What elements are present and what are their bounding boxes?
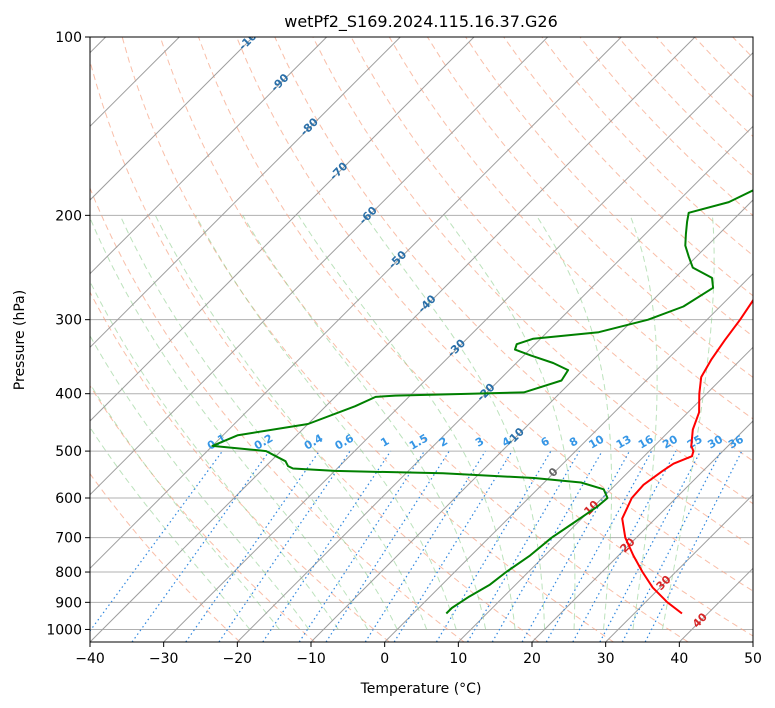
moist-adiabat-line [242,215,487,630]
dewpoint-profile-line [211,189,753,615]
dry-adiabat-line [159,37,689,642]
dry-adiabat-line [90,384,316,642]
dry-adiabat-line [90,291,390,642]
moist-adiabat-line [444,215,576,630]
dry-adiabat-line [350,37,753,462]
dry-adiabat-line [90,472,241,642]
temperature-profile-line [621,298,753,615]
dry-adiabat-line [90,59,540,642]
mixing-ratio-line [298,450,425,642]
mixing-ratio-line [521,450,631,642]
moist-adiabat-line [90,382,280,630]
dry-adiabat-line [388,37,753,420]
moist-adiabat-line [90,334,310,630]
dry-adiabat-line [465,37,753,338]
dry-adiabat-line [503,37,753,297]
mixing-ratio-line [131,450,270,642]
x-tick-label: 20 [523,651,541,667]
dry-adiabat-line [274,37,753,548]
x-tick-label: 10 [449,651,467,667]
isotherm-line [90,37,328,275]
dry-adiabat-line [312,37,753,505]
moist-adiabat-line [195,215,457,630]
isotherm-line [90,37,549,496]
plot-frame [89,36,754,643]
moist-adiabat-line [90,280,339,630]
x-tick-label: 0 [380,651,389,667]
y-tick-label: 700 [55,531,82,547]
x-tick-label: −40 [75,651,105,667]
dry-adiabat-line [236,37,753,592]
mixing-ratio-line [435,450,552,642]
mixing-ratio-line [393,450,513,642]
isotherm-line [90,37,475,422]
isotherm-line [384,272,753,642]
y-tick-label: 300 [55,313,82,329]
isotherm-line [457,346,753,642]
mixing-ratio-line [466,450,580,642]
dry-adiabat-line [121,37,614,642]
x-tick-label: −30 [149,651,179,667]
y-tick-label: 200 [55,208,82,224]
isotherm-line [90,37,401,349]
mixing-ratio-line [491,450,603,642]
moist-adiabat-line [297,215,516,630]
y-tick-label: 800 [55,565,82,581]
y-tick-label: 100 [55,30,82,46]
y-tick-label: 600 [55,491,82,507]
y-tick-label: 1000 [46,622,82,638]
mixing-ratio-line [325,450,450,642]
isotherm-line [163,51,753,642]
mixing-ratio-line [364,450,486,642]
mixing-ratio-line [572,450,677,642]
isotherm-line [310,199,753,642]
isotherm-line [90,37,254,201]
y-tick-label: 400 [55,387,82,403]
isotherm-line [605,493,753,642]
dry-adiabat-line [426,37,753,378]
moist-adiabat-line [661,215,715,630]
x-tick-label: 50 [744,651,762,667]
isotherm-line [236,125,753,642]
moist-adiabat-line [154,215,428,630]
moist-adiabat-line [90,216,369,630]
y-axis-label: Pressure (hPa) [12,290,28,390]
x-tick-label: 30 [597,651,615,667]
mixing-ratio-line [545,450,653,642]
chart-title: wetPf2_S169.2024.115.16.37.G26 [284,12,558,32]
isotherm-line [90,37,622,570]
x-axis-label: Temperature (°C) [360,681,482,697]
isotherm-line [90,37,696,642]
y-tick-label: 900 [55,595,82,611]
y-tick-label: 500 [55,444,82,460]
x-tick-label: −20 [223,651,253,667]
moist-adiabat-line [535,215,613,630]
x-tick-label: 40 [670,651,688,667]
moist-adiabat-line [119,215,398,630]
moist-adiabat-line [90,426,251,630]
dry-adiabat-line [90,186,465,642]
x-tick-label: −10 [296,651,326,667]
mixing-ratio-line [185,450,320,642]
isotherm-line [531,420,753,642]
